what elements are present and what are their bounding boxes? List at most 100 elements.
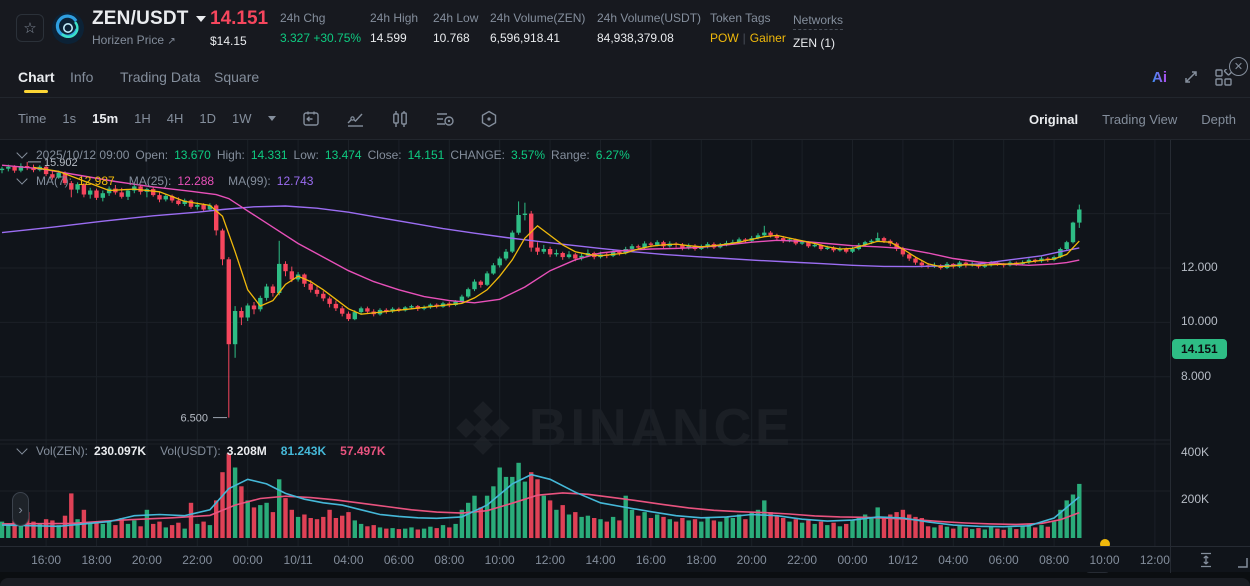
time-axis-label: 10:00 (1089, 553, 1120, 567)
axis-separator (1170, 547, 1171, 573)
collapse-ma-icon[interactable] (16, 173, 28, 185)
tab-info[interactable]: Info (70, 68, 94, 85)
ma-info-row: MA(7): 12.987 MA(25): 12.288 MA(99): 12.743 (16, 173, 314, 188)
pane-expander-handle[interactable]: › (12, 492, 29, 526)
time-axis-label: 08:00 (1039, 553, 1070, 567)
stat-24h-high: 24h High 14.599 (370, 11, 419, 45)
interval-1s[interactable]: 1s (62, 111, 77, 126)
stat-24h-volume-quote: 24h Volume(USDT) 84,938,379.08 (597, 11, 702, 45)
chevron-right-icon: › (18, 501, 23, 517)
pair-subtitle-link[interactable]: Horizen Price ↗ (92, 33, 176, 47)
time-axis-label: 16:00 (31, 553, 62, 567)
current-price-badge[interactable]: 14.151 (1172, 339, 1227, 360)
pair-header: ☆ ZEN/USDT Horizen Price ↗ 14.151 $14.15 (0, 0, 1250, 56)
time-axis-label: 18:00 (81, 553, 112, 567)
last-price-usd: $14.15 (210, 34, 247, 48)
interval-1h[interactable]: 1H (134, 111, 151, 126)
view-original[interactable]: Original (1029, 111, 1079, 127)
time-axis-label: 22:00 (182, 553, 213, 567)
pair-selector[interactable]: ZEN/USDT (92, 8, 206, 30)
expand-icon[interactable] (1183, 69, 1199, 85)
interval-4h[interactable]: 4H (166, 111, 184, 126)
view-depth[interactable]: Depth (1201, 111, 1236, 127)
more-intervals-icon[interactable] (267, 116, 276, 121)
time-axis-label: 18:00 (686, 553, 717, 567)
tag-pow[interactable]: POW (710, 31, 739, 45)
coin-logo (52, 12, 84, 44)
zen-logo-icon (52, 12, 84, 44)
time-axis-label: 22:00 (787, 553, 818, 567)
volume-axis-label: 400K (1181, 445, 1210, 459)
time-axis-label: 10/12 (887, 553, 918, 567)
candle-datetime: 2025/10/12 09:00 (36, 148, 130, 162)
svg-text:6.500: 6.500 (180, 413, 208, 425)
low-value: 13.474 (324, 148, 362, 162)
time-axis-label: 06:00 (383, 553, 414, 567)
tab-square[interactable]: Square (214, 68, 260, 85)
tag-gainer[interactable]: Gainer (749, 31, 786, 45)
time-axis-label: 20:00 (131, 553, 162, 567)
ma99-value: 12.743 (276, 174, 314, 188)
ai-assistant-icon[interactable]: Ai (1152, 68, 1167, 86)
interval-15m[interactable]: 15m (92, 111, 119, 126)
vol-base-value: 230.097K (94, 444, 147, 458)
view-trading-view[interactable]: Trading View (1102, 111, 1178, 127)
time-axis-label: 14:00 (585, 553, 616, 567)
time-axis-label: 00:00 (232, 553, 263, 567)
time-axis[interactable]: 16:00 18:00 20:00 22:00 00:00 10/11 04:00 06:00… (0, 546, 1250, 575)
interval-1d[interactable]: 1D (199, 111, 217, 126)
chart-region: BINANCE 15.902 6.500 2025/10/12 09:00 Ope… (0, 140, 1250, 573)
candlestick-icon[interactable] (391, 110, 409, 128)
close-value: 14.151 (407, 148, 445, 162)
ma7-value: 12.987 (78, 174, 115, 188)
last-price: 14.151 (210, 8, 269, 29)
price-axis[interactable]: 12.000 10.000 8.000 400K 200K (1170, 140, 1250, 546)
indicators-icon[interactable] (435, 110, 454, 128)
time-axis-label: 12:00 (1139, 553, 1170, 567)
interval-1w[interactable]: 1W (232, 111, 252, 126)
chart-toolbar: Time 1s 15m 1H 4H 1D 1W Original Trading… (0, 98, 1250, 140)
time-axis-label: 04:00 (938, 553, 969, 567)
stat-24h-low: 24h Low 10.768 (433, 11, 479, 45)
resize-corner-icon[interactable] (1236, 555, 1248, 573)
tab-trading-data[interactable]: Trading Data (120, 68, 201, 85)
change-value: 3.57% (511, 148, 546, 162)
svg-text:15.902: 15.902 (44, 157, 78, 169)
favorite-button[interactable]: ☆ (16, 14, 44, 42)
volume-info-row: Vol(ZEN): 230.097K Vol(USDT): 3.208M 81.24… (16, 443, 386, 458)
vol-ma-fast-value: 81.243K (280, 444, 327, 458)
time-axis-label: 16:00 (635, 553, 666, 567)
price-axis-label: 10.000 (1181, 314, 1218, 329)
open-value: 13.670 (174, 148, 211, 162)
chart-style-icon[interactable] (346, 110, 365, 128)
close-panel-button[interactable]: ✕ (1229, 57, 1248, 76)
next-panel-edge (0, 578, 1250, 586)
close-icon: ✕ (1233, 61, 1244, 73)
stat-token-tags: Token Tags POW | Gainer (710, 11, 786, 45)
ohlc-info-row: 2025/10/12 09:00 Open: 13.670 High: 14.331… (16, 147, 630, 162)
collapse-price-pane-icon[interactable] (16, 147, 28, 159)
time-axis-label: 08:00 (434, 553, 465, 567)
settings-icon[interactable] (480, 110, 498, 128)
high-value: 14.331 (250, 148, 288, 162)
time-axis-label: 10:00 (484, 553, 515, 567)
notification-dot (1100, 539, 1110, 549)
vol-quote-value: 3.208M (226, 444, 267, 458)
time-axis-label: 00:00 (837, 553, 868, 567)
time-axis-label: 20:00 (736, 553, 767, 567)
collapse-volume-pane-icon[interactable] (16, 443, 28, 455)
pair-name: ZEN/USDT (92, 8, 189, 29)
time-label: Time (18, 111, 47, 126)
stat-24h-volume-base: 24h Volume(ZEN) 6,596,918.41 (490, 11, 586, 45)
calendar-icon[interactable] (302, 110, 320, 128)
stat-24h-chg: 24h Chg 3.327 +30.75% (280, 11, 362, 45)
chart-canvas[interactable]: 15.902 6.500 (0, 140, 1170, 546)
range-value: 6.27% (595, 148, 630, 162)
star-icon: ☆ (23, 20, 37, 37)
tab-chart[interactable]: Chart (18, 56, 55, 97)
volume-axis-label: 200K (1181, 492, 1210, 506)
fit-scale-icon[interactable] (1196, 550, 1216, 575)
external-link-icon: ↗ (167, 36, 176, 47)
time-axis-label: 04:00 (333, 553, 364, 567)
